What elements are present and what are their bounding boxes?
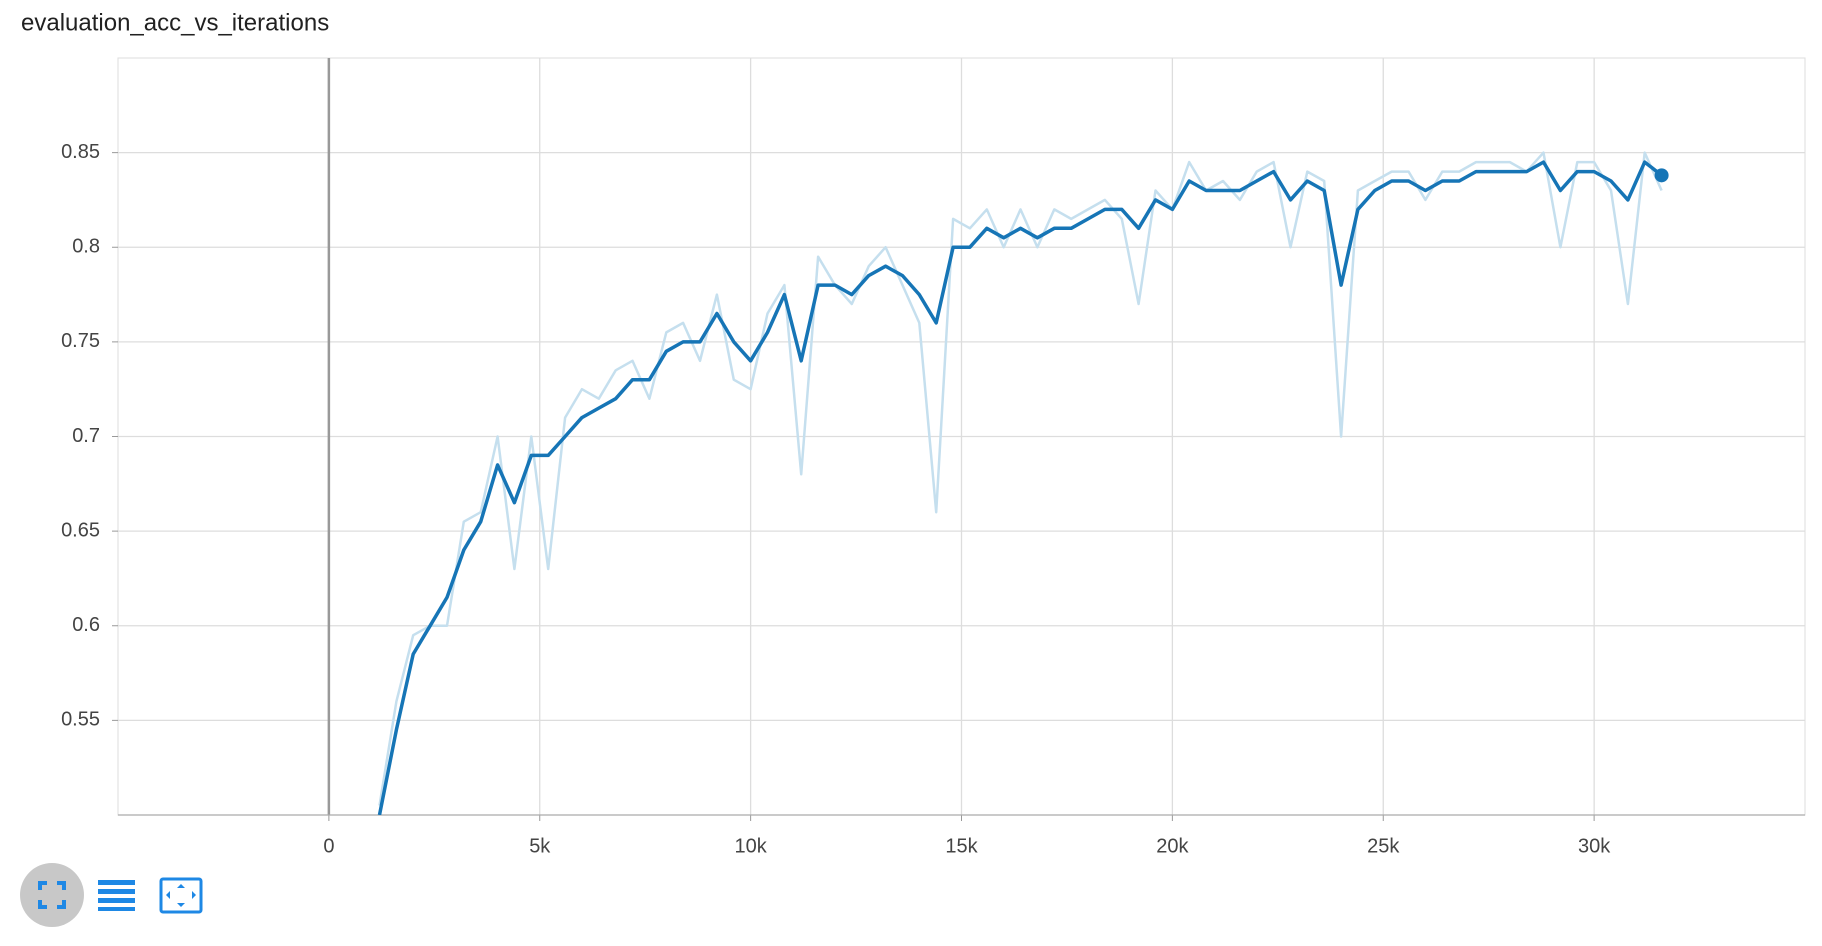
toggle-log-button[interactable] — [98, 880, 135, 911]
y-tick-label: 0.7 — [72, 425, 100, 447]
y-tick-label: 0.6 — [72, 614, 100, 636]
y-tick-label: 0.8 — [72, 236, 100, 258]
x-tick-label: 20k — [1156, 835, 1189, 857]
last-point — [1654, 168, 1669, 183]
y-tick-label: 0.75 — [61, 330, 100, 352]
tick-labels: 0.55 0.6 0.65 0.7 0.75 0.8 0.85 0 5k 10k 15k 20k 25k… — [61, 141, 1611, 857]
grid — [112, 58, 1805, 821]
chart-title: evaluation_acc_vs_iterations — [21, 9, 329, 36]
x-tick-label: 0 — [323, 835, 334, 857]
x-tick-label: 25k — [1367, 835, 1400, 857]
y-tick-label: 0.85 — [61, 141, 100, 163]
y-tick-label: 0.55 — [61, 709, 100, 731]
series-line — [377, 160, 1663, 815]
series-line — [378, 151, 1663, 806]
x-tick-label: 5k — [529, 835, 551, 857]
fit-domain-button[interactable] — [159, 877, 203, 914]
x-tick-label: 15k — [945, 835, 978, 857]
x-tick-label: 10k — [735, 835, 768, 857]
x-tick-label: 30k — [1578, 835, 1611, 857]
series-layer — [377, 151, 1663, 815]
fullscreen-button[interactable] — [20, 863, 84, 927]
y-tick-label: 0.65 — [61, 519, 100, 541]
